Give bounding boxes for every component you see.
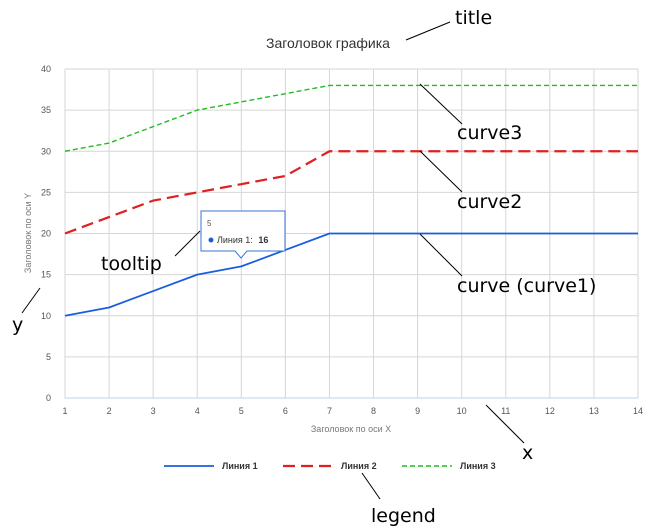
series-line-2[interactable] (64, 150, 638, 235)
annotation-x: x (522, 442, 533, 464)
x-tick-label: 1 (62, 406, 67, 416)
annotation-title: title (455, 7, 492, 29)
x-tick-label: 13 (589, 406, 599, 416)
x-tick-label: 3 (151, 406, 156, 416)
series-line-3[interactable] (64, 84, 638, 152)
annotation-y-leader (21, 287, 41, 314)
annotation-legend: legend (371, 505, 436, 527)
annotations: title curve3 curve2 curve (curve1) toolt… (12, 7, 596, 527)
y-tick-label: 25 (41, 187, 51, 197)
x-tick-label: 5 (239, 406, 244, 416)
tooltip-header: 5 (207, 219, 212, 228)
y-tick-label: 20 (41, 229, 51, 239)
annotation-tooltip: tooltip (101, 253, 162, 275)
x-tick-label: 6 (283, 406, 288, 416)
x-tick-label: 9 (415, 406, 420, 416)
annotation-curve3: curve3 (457, 122, 522, 144)
y-tick-label: 15 (41, 270, 51, 280)
annotation-x-leader (485, 404, 525, 444)
y-tick-label: 30 (41, 146, 51, 156)
x-tick-label: 7 (327, 406, 332, 416)
annotation-curve1: curve (curve1) (457, 275, 596, 297)
tooltip: 5 Линия 1: 16 (200, 210, 286, 259)
annotation-y: y (12, 314, 23, 336)
tooltip-value: 16 (258, 235, 268, 245)
x-tick-label: 14 (633, 406, 643, 416)
chart-title: Заголовок графика (266, 35, 390, 51)
legend-label-3[interactable]: Линия 3 (460, 461, 496, 471)
annotation-curve1-leader (419, 233, 463, 277)
x-tick-label: 11 (501, 406, 510, 416)
x-tick-label: 12 (545, 406, 555, 416)
y-tick-label: 35 (41, 105, 51, 115)
tooltip-series-name: Линия 1: (217, 235, 253, 245)
y-tick-label: 5 (46, 352, 51, 362)
annotation-curve3-leader (419, 83, 463, 125)
x-tick-label: 8 (371, 406, 376, 416)
annotation-tooltip-leader (174, 230, 201, 257)
x-tick-label: 10 (457, 406, 467, 416)
annotation-curve2-leader (419, 150, 463, 193)
legend[interactable]: Линия 1 Линия 2 Линия 3 (164, 461, 496, 471)
y-axis-title: Заголовок по оси Y (23, 193, 33, 273)
tooltip-series-dot (208, 237, 214, 243)
y-tick-label: 40 (41, 64, 51, 74)
annotation-curve2: curve2 (457, 191, 522, 213)
annotation-legend-leader (361, 472, 381, 500)
y-tick-label: 10 (41, 311, 51, 321)
legend-label-2[interactable]: Линия 2 (341, 461, 377, 471)
tooltip-series-label: Линия 1: 16 (217, 235, 268, 245)
tooltip-box (200, 210, 286, 259)
x-tick-label: 4 (195, 406, 200, 416)
series-layer (64, 84, 638, 317)
series-line-1[interactable] (64, 232, 638, 317)
legend-label-1[interactable]: Линия 1 (222, 461, 258, 471)
annotation-title-leader (405, 21, 451, 41)
x-tick-label: 2 (107, 406, 112, 416)
x-axis-title: Заголовок по оси X (311, 424, 391, 434)
y-tick-label: 0 (46, 393, 51, 403)
